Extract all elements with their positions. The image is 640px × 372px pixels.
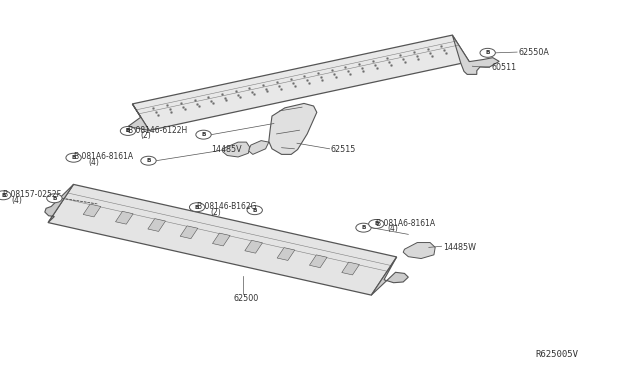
Text: (2): (2) [210, 208, 221, 217]
Text: 14485V: 14485V [211, 145, 242, 154]
Text: B: B [1, 193, 5, 198]
Text: B 08146-B162G: B 08146-B162G [197, 202, 257, 211]
Circle shape [356, 223, 371, 232]
Text: B: B [126, 128, 130, 134]
Text: B: B [374, 221, 378, 227]
Text: 62550A: 62550A [518, 48, 549, 57]
Circle shape [247, 206, 262, 215]
Polygon shape [180, 226, 198, 239]
Circle shape [189, 203, 205, 212]
Text: B: B [72, 155, 76, 160]
Circle shape [0, 191, 11, 200]
Polygon shape [83, 204, 101, 217]
Text: B: B [486, 50, 490, 55]
Text: B 081A6-8161A: B 081A6-8161A [376, 219, 435, 228]
Text: B 08146-6122H: B 08146-6122H [128, 126, 188, 135]
Polygon shape [48, 185, 397, 295]
Polygon shape [248, 141, 269, 154]
Polygon shape [45, 185, 74, 222]
Text: B 081A6-8161A: B 081A6-8161A [74, 153, 132, 161]
Polygon shape [342, 262, 360, 275]
Polygon shape [309, 255, 327, 268]
Circle shape [47, 194, 62, 203]
Polygon shape [244, 240, 262, 253]
Polygon shape [371, 257, 408, 295]
Text: B: B [126, 128, 130, 134]
Text: B 08157-0252F: B 08157-0252F [3, 190, 61, 199]
Text: (4): (4) [88, 158, 99, 167]
Text: B: B [202, 132, 205, 137]
Text: 60511: 60511 [492, 63, 516, 72]
Text: R625005V: R625005V [535, 350, 579, 359]
Text: B: B [253, 208, 257, 213]
Circle shape [66, 153, 81, 162]
Text: 62500: 62500 [234, 294, 259, 303]
Text: 62515: 62515 [331, 145, 356, 154]
Text: B: B [195, 205, 199, 210]
Circle shape [141, 156, 156, 165]
Text: B: B [147, 158, 150, 163]
Text: B: B [52, 196, 56, 201]
Circle shape [196, 130, 211, 139]
Polygon shape [115, 211, 133, 224]
Polygon shape [223, 142, 250, 157]
Text: (4): (4) [387, 224, 398, 233]
Circle shape [120, 126, 136, 135]
Polygon shape [148, 219, 166, 231]
Polygon shape [128, 104, 149, 131]
Text: B: B [362, 225, 365, 230]
Polygon shape [132, 35, 469, 131]
Circle shape [369, 219, 384, 228]
Text: (4): (4) [12, 196, 22, 205]
Polygon shape [277, 248, 295, 260]
Text: 14485W: 14485W [443, 243, 476, 252]
Polygon shape [403, 243, 435, 259]
Polygon shape [212, 233, 230, 246]
Polygon shape [269, 103, 317, 154]
Circle shape [480, 48, 495, 57]
Text: (2): (2) [141, 131, 152, 140]
Polygon shape [452, 35, 499, 74]
